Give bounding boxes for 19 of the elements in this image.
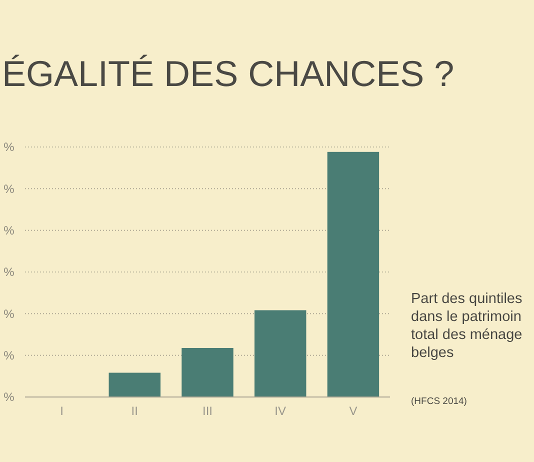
x-tick-label: IV — [274, 404, 286, 418]
text: % — [4, 224, 15, 238]
text: % — [4, 140, 15, 154]
bar — [254, 310, 306, 397]
text: % — [4, 306, 15, 321]
text: Part des quintiles dans le patrimoin total des ménage belges — [411, 291, 522, 361]
bar — [182, 348, 234, 397]
chart-title: ÉGALITÉ DES CHANCES ? — [2, 53, 454, 94]
text: % — [4, 265, 15, 280]
x-tick-label: V — [349, 404, 358, 418]
x-tick-label: III — [202, 404, 213, 418]
bar — [108, 372, 161, 397]
text: % — [4, 390, 15, 404]
text: (HFCS 2014) — [411, 396, 467, 407]
x-tick-label: II — [131, 404, 138, 418]
text: % — [4, 348, 15, 363]
text: % — [4, 182, 15, 196]
x-tick-label: I — [60, 404, 64, 418]
bar — [327, 152, 380, 397]
